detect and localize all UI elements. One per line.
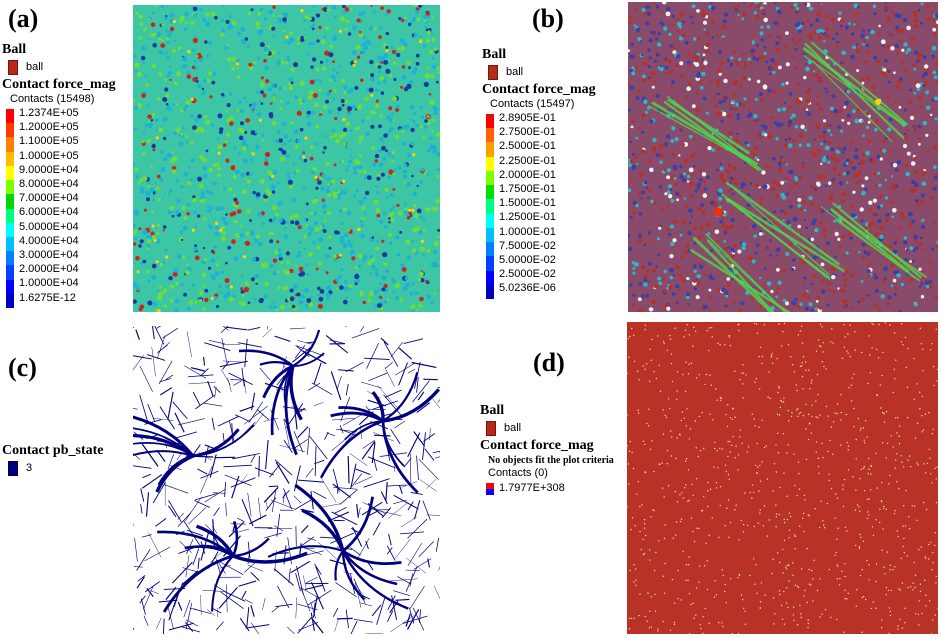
scale-swatch — [6, 208, 14, 223]
scale-swatch — [6, 151, 14, 166]
scale-swatch — [6, 180, 14, 195]
scale-swatch — [486, 227, 494, 243]
scale-swatch — [486, 185, 494, 200]
legend-a: Ball ball Contact force_mag Contacts (15… — [2, 42, 116, 309]
scale-swatch — [486, 199, 494, 214]
panel-a-label: (a) — [8, 4, 39, 33]
legend-d: Ball ball Contact force_mag No objects f… — [480, 403, 614, 497]
scale-swatch — [486, 256, 494, 271]
pb-state-swatch-icon — [8, 461, 18, 476]
ball-swatch-icon — [8, 60, 18, 75]
scale-swatch — [486, 114, 494, 129]
scale-label: 1.0000E-01 — [499, 225, 556, 238]
scale-label: 2.2500E-01 — [499, 154, 556, 167]
ball-swatch-icon — [488, 65, 498, 80]
scale-label: 5.0236E-06 — [499, 282, 556, 295]
legend-ball-title: Ball — [482, 47, 507, 62]
scale-swatch — [6, 251, 14, 266]
scale-swatch — [6, 265, 14, 280]
legend-ball-item: ball — [504, 422, 522, 434]
scale-label: 1.2500E-01 — [499, 211, 556, 224]
scale-swatch — [486, 128, 494, 143]
color-scale-labels: 2.8905E-01 2.7500E-01 2.5000E-01 2.2500E-01… — [499, 111, 556, 299]
scale-swatch — [6, 236, 14, 252]
range-swatch-icon — [486, 482, 494, 495]
scale-label: 1.5000E-01 — [499, 197, 556, 210]
legend-c: Contact pb_state 3 — [2, 443, 104, 478]
panel-b-label: (b) — [532, 4, 564, 33]
legend-pb-state-title: Contact pb_state — [2, 443, 104, 458]
scale-swatch — [6, 194, 14, 209]
scale-swatch — [6, 222, 14, 237]
panel-a-image — [133, 5, 440, 312]
scale-label: 7.5000E-02 — [499, 239, 556, 252]
scale-swatch — [486, 284, 494, 300]
scale-label: 1.2000E+05 — [19, 121, 79, 134]
scale-label: 8.0000E+04 — [19, 178, 79, 191]
legend-ball-item: ball — [26, 61, 44, 73]
scale-label: 5.0000E-02 — [499, 254, 556, 267]
panel-c-image — [133, 326, 440, 634]
scale-swatch — [6, 165, 14, 181]
legend-ball-title: Ball — [480, 403, 505, 418]
legend-contacts-count: Contacts (15497) — [490, 98, 575, 110]
scale-swatch — [486, 270, 494, 285]
scale-label: 1.2374E+05 — [19, 107, 79, 119]
scale-label: 2.8905E-01 — [499, 112, 556, 124]
color-scale-labels: 1.2374E+05 1.2000E+05 1.1000E+05 1.0000E+05… — [19, 106, 79, 308]
color-scale-a: 1.2374E+05 1.2000E+05 1.1000E+05 1.0000E+05… — [6, 106, 116, 309]
scale-swatch — [486, 213, 494, 228]
legend-force-title: Contact force_mag — [480, 438, 594, 453]
scale-label: 7.0000E+04 — [19, 192, 79, 205]
scale-label: 2.0000E-01 — [499, 168, 556, 181]
scale-label: 3.0000E+04 — [19, 249, 79, 262]
scale-label: 2.7500E-01 — [499, 126, 556, 139]
panel-d-image — [627, 322, 938, 634]
ball-swatch-icon — [486, 421, 496, 436]
panel-c-label: (c) — [8, 353, 37, 382]
scale-label: 2.5000E-02 — [499, 268, 556, 281]
scale-label: 1.1000E+05 — [19, 135, 79, 148]
scale-label: 4.0000E+04 — [19, 234, 79, 247]
scale-swatch — [486, 170, 494, 186]
legend-ball-item: ball — [506, 66, 524, 78]
scale-label: 1.7500E-01 — [499, 183, 556, 196]
legend-ball-title: Ball — [2, 42, 27, 57]
legend-b: Ball ball Contact force_mag Contacts (15… — [482, 47, 596, 300]
scale-label: 1.0000E+04 — [19, 277, 79, 290]
scale-swatch — [6, 123, 14, 138]
scale-label: 6.0000E+04 — [19, 206, 79, 219]
color-scale-bar — [6, 109, 14, 309]
legend-force-title: Contact force_mag — [2, 77, 116, 92]
scale-swatch — [486, 156, 494, 171]
legend-pb-state-item: 3 — [26, 462, 33, 474]
scale-label: 1.0000E+05 — [19, 149, 79, 162]
scale-label: 1.6275E-12 — [19, 291, 76, 304]
scale-swatch — [6, 293, 14, 309]
scale-swatch — [6, 279, 14, 294]
legend-contacts-count: Contacts (0) — [488, 467, 548, 479]
panel-b-image — [628, 2, 938, 312]
legend-contacts-count: Contacts (15498) — [10, 93, 95, 105]
scale-label: 9.0000E+04 — [19, 163, 79, 176]
scale-swatch — [6, 137, 14, 152]
scale-label: 2.0000E+04 — [19, 263, 79, 276]
scale-label: 2.5000E-01 — [499, 140, 556, 153]
legend-force-title: Contact force_mag — [482, 82, 596, 97]
panel-d-label: (d) — [533, 348, 565, 377]
scale-swatch — [486, 142, 494, 157]
color-scale-b: 2.8905E-01 2.7500E-01 2.5000E-01 2.2500E-01… — [486, 111, 596, 300]
color-scale-bar — [486, 114, 494, 300]
scale-swatch — [6, 109, 14, 124]
scale-swatch — [486, 242, 494, 257]
legend-note: No objects fit the plot criteria — [488, 455, 614, 466]
scale-label: 5.0000E+04 — [19, 220, 79, 233]
legend-value: 1.7977E+308 — [499, 482, 565, 494]
